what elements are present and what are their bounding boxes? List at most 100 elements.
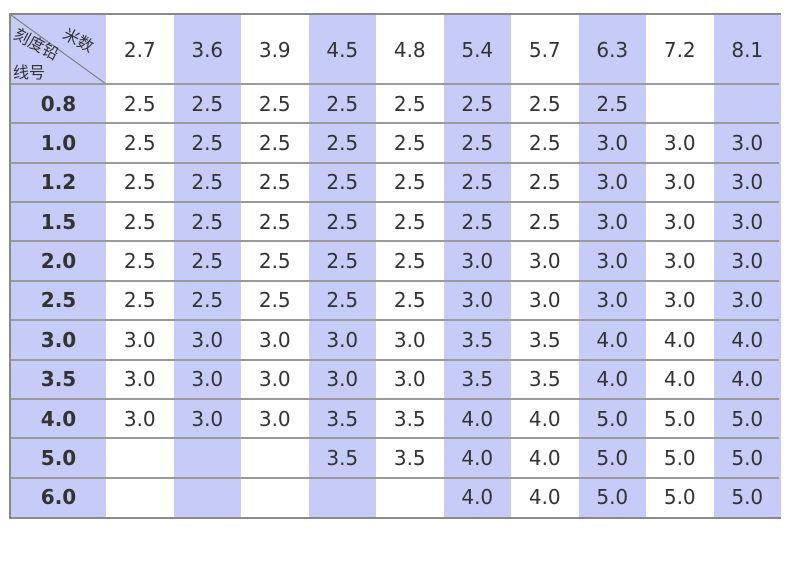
row-label: 4.0	[11, 398, 106, 439]
column-header: 6.3	[578, 15, 646, 84]
table-cell: 5.0	[578, 398, 646, 439]
table-cell: 2.5	[308, 162, 376, 203]
table-cell: 3.0	[173, 320, 241, 360]
table-cell: 4.0	[663, 327, 696, 352]
row-divider	[11, 319, 779, 322]
table-cell: 3.0	[663, 131, 696, 156]
row-divider	[11, 122, 779, 125]
table-cell: 3.0	[443, 280, 511, 321]
table-cell	[308, 477, 376, 517]
table-cell: 3.5	[528, 327, 561, 352]
table-cell: 5.0	[663, 445, 696, 470]
table-cell: 3.0	[443, 241, 511, 281]
table-cell: 4.0	[443, 398, 511, 439]
table-cell: 3.0	[528, 249, 561, 274]
table-cell: 2.5	[258, 131, 291, 156]
column-header: 2.7	[123, 37, 156, 62]
table-cell: 3.5	[443, 320, 511, 360]
row-label: 1.2	[11, 162, 106, 203]
table-cell: 3.0	[123, 367, 156, 392]
table-cell	[713, 84, 781, 124]
table-cell: 3.5	[393, 406, 426, 431]
table-cell: 2.5	[258, 288, 291, 313]
table-cell: 4.0	[443, 438, 511, 478]
table-cell: 3.0	[713, 123, 781, 163]
row-divider	[11, 358, 779, 361]
column-header: 3.6	[173, 15, 241, 84]
table-cell	[106, 438, 174, 477]
table-cell: 2.5	[443, 123, 511, 163]
table-cell: 2.5	[393, 249, 426, 274]
table-cell: 2.5	[393, 131, 426, 156]
table-cell: 3.0	[258, 327, 291, 352]
table-cell: 3.5	[528, 367, 561, 392]
table-cell: 2.5	[173, 123, 241, 163]
table-cell: 3.0	[713, 202, 781, 242]
table-cell: 3.0	[173, 398, 241, 439]
table-cell: 2.5	[123, 131, 156, 156]
table-cell: 5.0	[578, 477, 646, 517]
table-cell: 5.0	[713, 477, 781, 517]
table-cell: 3.0	[258, 367, 291, 392]
row-divider	[11, 279, 779, 282]
table-cell: 3.0	[578, 202, 646, 242]
table-cell: 2.5	[308, 280, 376, 321]
table-cell: 2.5	[308, 241, 376, 281]
table-cell: 2.5	[258, 209, 291, 234]
table-cell: 4.0	[713, 320, 781, 360]
column-header: 4.8	[393, 37, 426, 62]
table-cell: 2.5	[123, 209, 156, 234]
table-cell	[173, 477, 241, 517]
table-cell: 2.5	[528, 91, 561, 116]
table-cell: 2.5	[173, 202, 241, 242]
row-label: 1.0	[11, 123, 106, 163]
row-label: 6.0	[11, 477, 106, 517]
row-divider	[11, 201, 779, 204]
table-cell: 3.0	[528, 288, 561, 313]
table-cell: 2.5	[173, 241, 241, 281]
table-cell: 2.5	[123, 91, 156, 116]
row-divider	[11, 240, 779, 243]
column-header: 8.1	[713, 15, 781, 84]
table-cell: 2.5	[393, 209, 426, 234]
table-cell: 3.0	[173, 359, 241, 399]
table-cell	[241, 478, 309, 517]
table-cell: 4.0	[578, 359, 646, 399]
table-cell: 2.5	[308, 123, 376, 163]
table-cell: 3.5	[308, 438, 376, 478]
table-cell: 3.5	[443, 359, 511, 399]
table-cell	[376, 478, 444, 517]
table-cell: 2.5	[393, 170, 426, 195]
row-divider	[11, 437, 779, 440]
table-cell: 2.5	[173, 84, 241, 124]
table-cell: 3.0	[393, 327, 426, 352]
table-cell: 2.5	[173, 162, 241, 203]
table-cell: 5.0	[663, 485, 696, 510]
table-cell	[646, 84, 714, 123]
row-label: 0.8	[11, 84, 106, 124]
table-cell: 3.0	[123, 406, 156, 431]
table-cell: 2.5	[443, 202, 511, 242]
table-cell: 3.0	[393, 367, 426, 392]
row-label: 3.5	[11, 359, 106, 399]
table-cell: 3.0	[713, 162, 781, 203]
row-label: 1.5	[11, 202, 106, 242]
table-cell: 5.0	[713, 438, 781, 478]
corner-bottom: 线号	[13, 63, 46, 82]
table-cell: 4.0	[528, 445, 561, 470]
column-header: 4.5	[308, 15, 376, 84]
row-divider	[11, 397, 779, 400]
column-header: 7.2	[663, 37, 696, 62]
table-cell: 3.0	[663, 209, 696, 234]
table-cell: 2.5	[528, 131, 561, 156]
table-cell: 2.5	[443, 84, 511, 124]
table-cell: 2.5	[123, 288, 156, 313]
column-header: 3.9	[258, 37, 291, 62]
table-cell: 3.0	[663, 249, 696, 274]
table-cell: 2.5	[578, 84, 646, 124]
column-header: 5.7	[528, 37, 561, 62]
table-cell: 3.5	[308, 398, 376, 439]
table-cell: 4.0	[443, 477, 511, 517]
table-cell: 4.0	[528, 406, 561, 431]
table-cell: 3.0	[578, 280, 646, 321]
